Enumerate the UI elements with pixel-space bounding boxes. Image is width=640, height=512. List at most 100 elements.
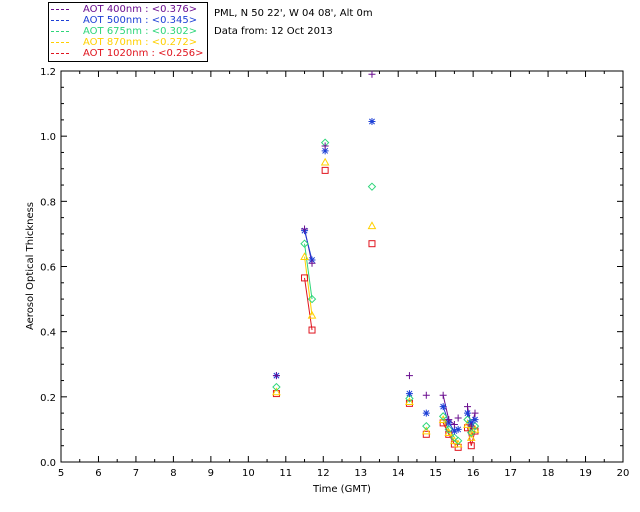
- data-point-675nm: [444, 425, 453, 434]
- series-segment: [304, 256, 313, 316]
- data-point-870nm: [463, 419, 472, 428]
- data-point-400nm: [422, 391, 430, 399]
- y-tick-label: 1.2: [40, 67, 56, 78]
- plot-frame: [60, 70, 624, 463]
- data-point-400nm: [464, 403, 472, 411]
- legend-label-500nm: AOT 500nm : <0.345>: [83, 15, 198, 26]
- data-point-675nm: [467, 428, 476, 437]
- data-point-500nm: [464, 409, 472, 417]
- y-tick-label: 0.6: [40, 263, 56, 274]
- data-point-675nm: [422, 421, 431, 431]
- data-point-400nm: [301, 225, 309, 233]
- x-tick-label: 15: [429, 468, 442, 479]
- x-tick-label: 14: [392, 468, 405, 479]
- data-point-870nm: [320, 157, 330, 166]
- data-point-400nm: [471, 409, 479, 417]
- y-tick-label: 0.0: [40, 458, 56, 469]
- series-segment: [304, 243, 313, 300]
- legend-swatch-870nm: [51, 42, 69, 43]
- data-point-500nm: [454, 425, 462, 433]
- legend-label-675nm: AOT 675nm : <0.302>: [83, 26, 198, 37]
- data-point-870nm: [453, 439, 463, 448]
- data-point-1020nm: [308, 326, 316, 334]
- data-point-500nm: [439, 403, 447, 411]
- x-tick-label: 9: [208, 468, 214, 479]
- data-point-400nm: [450, 421, 458, 429]
- data-point-675nm: [438, 412, 448, 421]
- series-segment: [304, 230, 313, 261]
- data-point-675nm: [405, 394, 414, 403]
- y-tick-label: 0.2: [40, 393, 56, 404]
- x-tick-label: 19: [579, 468, 592, 479]
- x-tick-label: 17: [504, 468, 517, 479]
- legend: AOT 400nm : <0.376> AOT 500nm : <0.345> …: [48, 2, 208, 62]
- x-tick-label: 7: [133, 468, 139, 479]
- data-point-400nm: [321, 142, 329, 150]
- data-point-870nm: [405, 397, 414, 406]
- legend-swatch-1020nm: [51, 53, 69, 54]
- data-points: [272, 70, 480, 451]
- x-tick-label: 18: [542, 468, 555, 479]
- x-tick-label: 6: [95, 468, 101, 479]
- data-point-675nm: [463, 415, 472, 424]
- y-axis-label: Aerosol Optical Thickness: [25, 202, 36, 330]
- data-point-675nm: [453, 436, 463, 446]
- data-point-400nm: [272, 372, 280, 380]
- data-point-400nm: [445, 416, 453, 424]
- data-point-500nm: [422, 409, 430, 417]
- data-point-500nm: [405, 390, 413, 398]
- legend-label-870nm: AOT 870nm : <0.272>: [83, 37, 198, 48]
- legend-swatch-500nm: [51, 20, 69, 21]
- x-tick-label: 10: [242, 468, 255, 479]
- data-point-400nm: [467, 422, 475, 430]
- x-tick-label: 12: [317, 468, 330, 479]
- data-point-675nm: [367, 182, 377, 191]
- data-point-870nm: [367, 221, 377, 230]
- series-lines: [304, 228, 476, 446]
- data-point-1020nm: [467, 442, 475, 450]
- legend-swatch-675nm: [51, 31, 69, 32]
- x-tick-label: 20: [617, 468, 630, 479]
- data-point-870nm: [438, 415, 448, 423]
- legend-label-1020nm: AOT 1020nm : <0.256>: [83, 48, 204, 59]
- site-info: PML, N 50 22', W 04 08', Alt 0m: [214, 8, 373, 19]
- data-point-400nm: [405, 372, 413, 380]
- data-point-1020nm: [368, 240, 376, 248]
- y-tick-label: 0.4: [40, 328, 56, 339]
- data-point-400nm: [308, 259, 316, 267]
- series-segment: [304, 277, 313, 331]
- x-tick-label: 11: [279, 468, 292, 479]
- data-point-870nm: [444, 428, 454, 436]
- data-point-870nm: [272, 387, 281, 396]
- data-point-400nm: [454, 414, 462, 422]
- data-point-500nm: [471, 416, 479, 424]
- data-point-870nm: [450, 436, 459, 445]
- x-tick-label: 16: [467, 468, 480, 479]
- data-point-675nm: [307, 294, 317, 304]
- y-tick-label: 0.8: [40, 197, 56, 208]
- series-segment: [448, 419, 455, 425]
- data-point-400nm: [368, 70, 376, 78]
- data-point-870nm: [466, 433, 476, 441]
- data-point-870nm: [300, 252, 309, 261]
- x-tick-label: 5: [58, 468, 64, 479]
- data-point-500nm: [450, 427, 458, 435]
- x-tick-label: 8: [170, 468, 176, 479]
- data-point-870nm: [421, 426, 431, 435]
- data-point-1020nm: [321, 166, 329, 174]
- data-point-500nm: [321, 147, 329, 155]
- series-segment: [442, 406, 450, 424]
- data-point-675nm: [272, 382, 281, 392]
- date-info: Data from: 12 Oct 2013: [214, 26, 333, 37]
- x-tick-label: 13: [354, 468, 367, 479]
- data-point-400nm: [439, 391, 447, 399]
- data-point-870nm: [307, 310, 317, 319]
- data-point-1020nm: [301, 274, 309, 282]
- legend-swatch-400nm: [51, 9, 69, 10]
- series-segment: [442, 395, 450, 420]
- data-point-675nm: [300, 239, 309, 248]
- legend-label-400nm: AOT 400nm : <0.376>: [83, 4, 198, 15]
- y-tick-label: 1.0: [40, 132, 56, 143]
- x-axis-label: Time (GMT): [312, 484, 371, 495]
